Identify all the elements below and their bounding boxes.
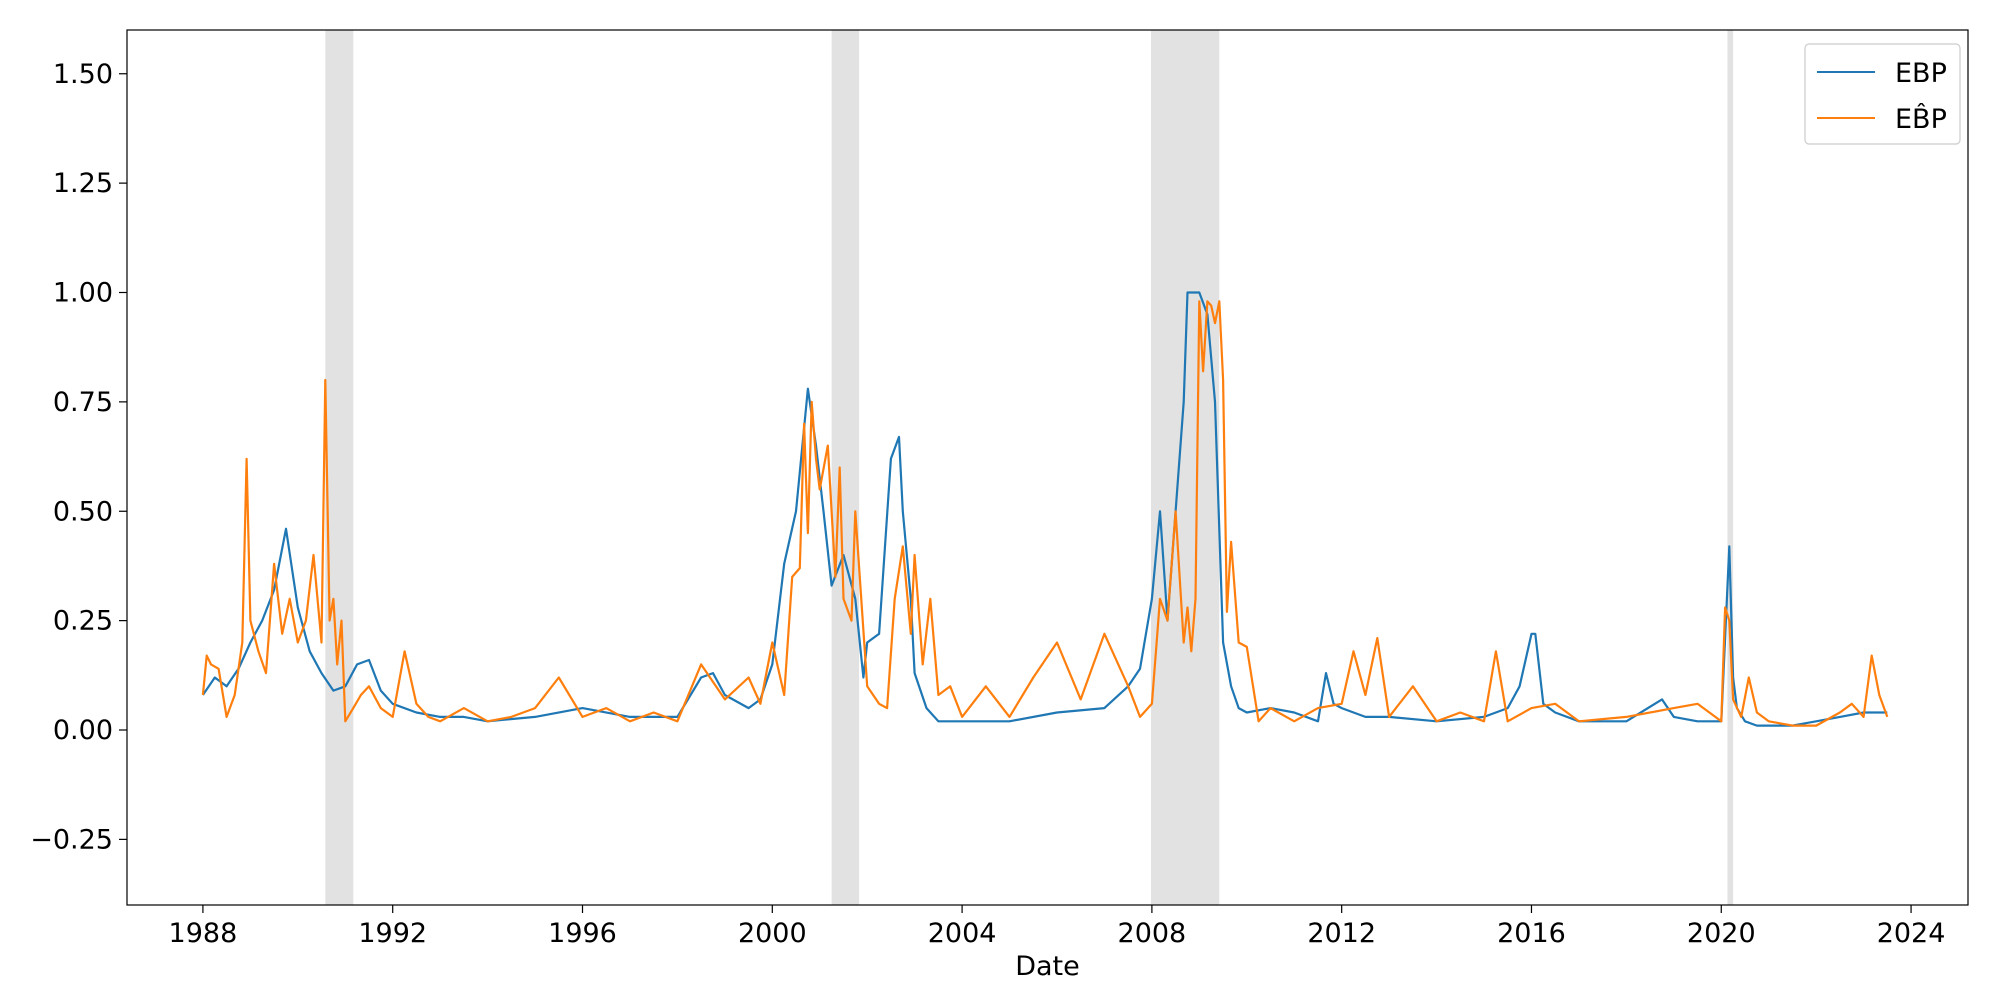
recession-band-2 — [1150, 30, 1220, 905]
series-layer — [201, 291, 1889, 727]
y-tick-label: 0.75 — [53, 387, 113, 418]
y-tick-label: 0.50 — [53, 496, 113, 527]
x-tick-label: 1996 — [548, 918, 617, 949]
y-tick-label: 1.25 — [53, 168, 113, 199]
legend-label-ebp-hat: EB̂P — [1895, 103, 1947, 135]
x-axis-label: Date — [1015, 951, 1080, 982]
y-tick-label: −0.25 — [30, 824, 113, 855]
recession-band-0 — [325, 30, 354, 905]
legend: EBP EB̂P — [1804, 43, 1961, 145]
x-tick-label: 2024 — [1877, 918, 1946, 949]
x-tick-label: 2016 — [1497, 918, 1566, 949]
legend-label-ebp: EBP — [1895, 58, 1947, 89]
x-tick-label: 1992 — [358, 918, 427, 949]
recession-shading-layer — [325, 30, 1734, 905]
x-axis-ticks: 1988 1992 1996 2000 2004 2008 2012 2016 2020 2024 — [169, 905, 1946, 949]
plot-frame — [126, 29, 1969, 906]
series-line-0 — [201, 291, 1888, 727]
y-tick-label: 0.25 — [53, 606, 113, 637]
series-line-1 — [201, 300, 1889, 727]
x-tick-label: 2004 — [928, 918, 997, 949]
y-tick-label: 0.00 — [53, 715, 113, 746]
x-tick-label: 2012 — [1307, 918, 1376, 949]
x-tick-label: 2000 — [738, 918, 807, 949]
y-axis-ticks: −0.25 0.00 0.25 0.50 0.75 1.00 1.25 1.50 — [30, 59, 127, 855]
x-tick-label: 2008 — [1118, 918, 1187, 949]
y-tick-label: 1.50 — [53, 59, 113, 90]
x-tick-label: 2020 — [1687, 918, 1756, 949]
recession-band-1 — [831, 30, 860, 905]
y-tick-label: 1.00 — [53, 278, 113, 309]
recession-band-3 — [1727, 30, 1734, 905]
x-tick-label: 1988 — [169, 918, 238, 949]
